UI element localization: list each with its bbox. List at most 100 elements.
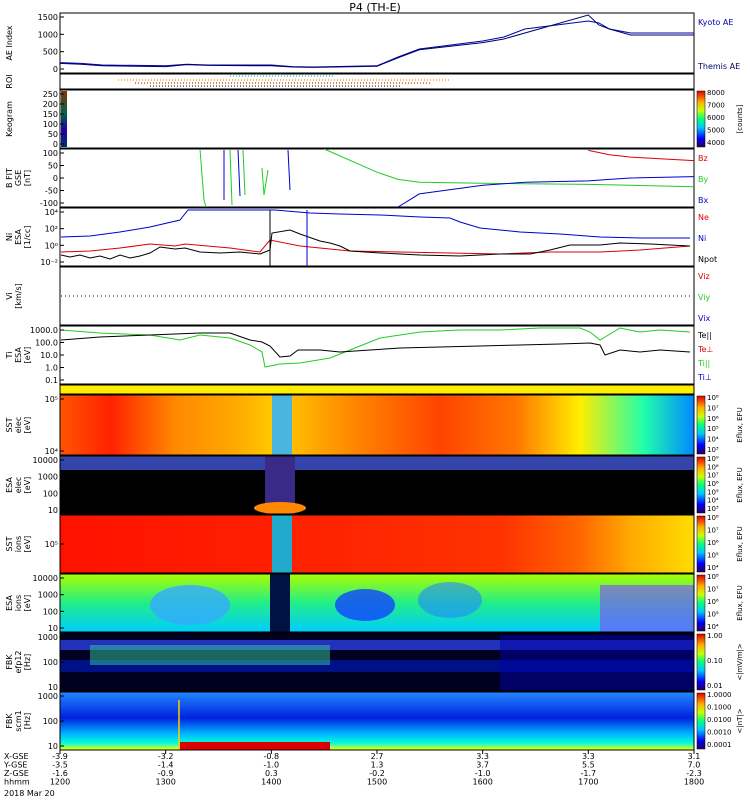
sst_i-colorbar-tick: 10⁶ bbox=[707, 539, 719, 547]
density-ylabel: Ni bbox=[5, 233, 14, 241]
temperature-ytick-label: 10.0 bbox=[40, 351, 58, 360]
x-tick-value: 5.5 bbox=[582, 761, 595, 770]
esa_e-ytick-label: 100 bbox=[43, 489, 58, 498]
density-ytick-label: 10² bbox=[45, 225, 58, 234]
esa_e-colorbar-tick: 10⁵ bbox=[707, 488, 719, 496]
fbk_b-colorbar-tick: 0.0010 bbox=[707, 729, 732, 737]
sst_i-ylabel: SST bbox=[5, 536, 14, 551]
ae-series-line bbox=[59, 20, 694, 68]
fbk_e-ytick-label: 1000 bbox=[38, 633, 58, 642]
temperature-ytick-label: 1000.0 bbox=[30, 326, 58, 335]
keogram-colorbar-label: [counts] bbox=[736, 104, 744, 133]
esa_i-colorbar-tick: 10⁶ bbox=[707, 598, 719, 606]
x-tick-value: -1.0 bbox=[264, 761, 280, 770]
esa_i-ylabel: [eV] bbox=[23, 595, 32, 612]
ae-legend-entry: Themis AE bbox=[697, 62, 740, 71]
x-tick-value: -3.2 bbox=[158, 752, 174, 761]
spectrogram-stack bbox=[60, 385, 694, 750]
keogram-colorbar-tick: 7000 bbox=[707, 102, 725, 110]
keogram-colorbar-tick: 8000 bbox=[707, 89, 725, 97]
x-tick-value: -3.5 bbox=[52, 761, 68, 770]
keogram-ytick-label: 50 bbox=[48, 130, 58, 139]
bfit-ytick-label: 0 bbox=[53, 174, 58, 183]
sst_e-colorbar-label: Eflux, EFU bbox=[736, 407, 744, 442]
x-tick-value: 1800 bbox=[684, 778, 704, 787]
esa_i-colorbar-tick: 10⁷ bbox=[707, 586, 719, 594]
temperature-legend-entry: Te⊥ bbox=[697, 345, 713, 354]
ae-ytick-label: 0 bbox=[53, 65, 58, 74]
esa_i-ytick-label: 100 bbox=[43, 607, 58, 616]
velocity-legend-entry: Vix bbox=[698, 314, 711, 323]
sst_i-colorbar-tick: 10⁸ bbox=[707, 514, 719, 522]
keogram-ytick-label: 150 bbox=[43, 110, 58, 119]
x-tick-value: 1.3 bbox=[371, 761, 384, 770]
density-legend-entry: Ne bbox=[698, 213, 709, 222]
x-tick-value: 7.0 bbox=[688, 761, 701, 770]
keogram-ytick-label: 100 bbox=[43, 120, 58, 129]
velocity-legend-entry: Viy bbox=[698, 293, 711, 302]
x-tick-value: 2.7 bbox=[371, 752, 384, 761]
fbk_b-ytick-label: 100 bbox=[43, 717, 58, 726]
sst_e-ylabel: SST bbox=[5, 417, 14, 432]
x-tick-value: -0.9 bbox=[158, 769, 174, 778]
panel-frames bbox=[59, 12, 695, 385]
temperature-curves bbox=[60, 327, 691, 368]
bfit-ytick-label: -100 bbox=[40, 199, 58, 208]
fbk_e-colorbar-label: <|mV/m|> bbox=[736, 643, 744, 680]
sst_e-colorbar-tick: 10⁷ bbox=[707, 404, 719, 412]
sst_e-ylabel: elec bbox=[14, 417, 23, 433]
x-tick-value: -2.3 bbox=[686, 769, 702, 778]
keogram-heatmap bbox=[61, 91, 67, 147]
sst_e-ytick-label: 10⁵ bbox=[45, 395, 58, 404]
sst_e-colorbar-tick: 10⁵ bbox=[707, 425, 719, 433]
keogram-ytick-label: 200 bbox=[43, 100, 58, 109]
esa_i-ylabel: ions bbox=[14, 595, 23, 611]
fbk_b-ytick-label: 1000 bbox=[38, 692, 58, 701]
density-ytick-label: 10⁻² bbox=[40, 258, 58, 267]
fbk_e-ylabel: [Hz] bbox=[23, 654, 32, 670]
x-tick-value: 0.3 bbox=[265, 769, 278, 778]
x-tick-value: 1300 bbox=[155, 778, 175, 787]
density-ylabel: [1/cc] bbox=[23, 226, 32, 249]
density-ytick-label: 10⁴ bbox=[45, 208, 58, 217]
density-ylabel: ESA bbox=[14, 229, 23, 245]
fbk_e-colorbar-tick: 1.00 bbox=[707, 632, 723, 640]
temperature-ytick-label: 0.1 bbox=[45, 376, 58, 385]
bfit-legend-entry: Bx bbox=[698, 196, 708, 205]
fbk_e-colorbar-tick: 0.01 bbox=[707, 682, 723, 690]
esa_i-ytick-label: 10 bbox=[48, 624, 58, 633]
date-label: 2018 Mar 20 bbox=[4, 789, 55, 798]
temperature-legend-entry: Ti⊥ bbox=[697, 373, 712, 382]
density-curves bbox=[60, 209, 691, 266]
fbk_b-colorbar-tick: 1.0000 bbox=[707, 691, 732, 699]
esa_i-colorbar-label: Eflux, EFU bbox=[736, 585, 744, 620]
bfit-legend-entry: By bbox=[698, 175, 708, 184]
esa_e-colorbar-tick: 10⁷ bbox=[707, 472, 719, 480]
x-axis: X-GSE -3.9 -3.2 -0.8 2.7 3.3 3.3 3.1Y-GSE -3.5 -1… bbox=[3, 750, 704, 787]
sst_e-colorbar-tick: 10⁸ bbox=[707, 394, 719, 402]
colorbars bbox=[696, 90, 706, 750]
fbk_b-ylabel: [Hz] bbox=[23, 713, 32, 729]
esa_e-colorbar-label: Eflux, EFU bbox=[736, 467, 744, 502]
ae-series-line bbox=[59, 14, 694, 68]
x-tick-value: 3.3 bbox=[582, 752, 595, 761]
esa_e-ylabel: ESA bbox=[5, 477, 14, 493]
esa_e-colorbar-tick: 10³ bbox=[707, 505, 719, 513]
sst_e-ylabel: [eV] bbox=[23, 417, 32, 434]
fbk_e-ylabel: efp12 bbox=[14, 651, 23, 674]
keogram-ylabel: Keogram bbox=[5, 101, 14, 137]
bfit-ylabel: [nT] bbox=[23, 170, 32, 186]
sst_e-colorbar-tick: 10⁴ bbox=[707, 436, 719, 444]
sst_e-colorbar-tick: 10³ bbox=[707, 446, 719, 454]
roi-ylabel: ROI bbox=[5, 74, 14, 88]
sst_i-ylabel: [eV] bbox=[23, 536, 32, 553]
fbk_b-ytick-label: 10 bbox=[48, 742, 58, 751]
ae-ytick-label: 1000 bbox=[38, 30, 58, 39]
fbk_b-colorbar-tick: 0.0001 bbox=[707, 741, 732, 749]
x-row-label: hhmm bbox=[4, 778, 30, 787]
temperature-ytick-label: 1.0 bbox=[45, 364, 58, 373]
x-tick-value: -3.9 bbox=[52, 752, 68, 761]
x-tick-value: -1.7 bbox=[581, 769, 597, 778]
x-tick-value: 3.1 bbox=[688, 752, 701, 761]
